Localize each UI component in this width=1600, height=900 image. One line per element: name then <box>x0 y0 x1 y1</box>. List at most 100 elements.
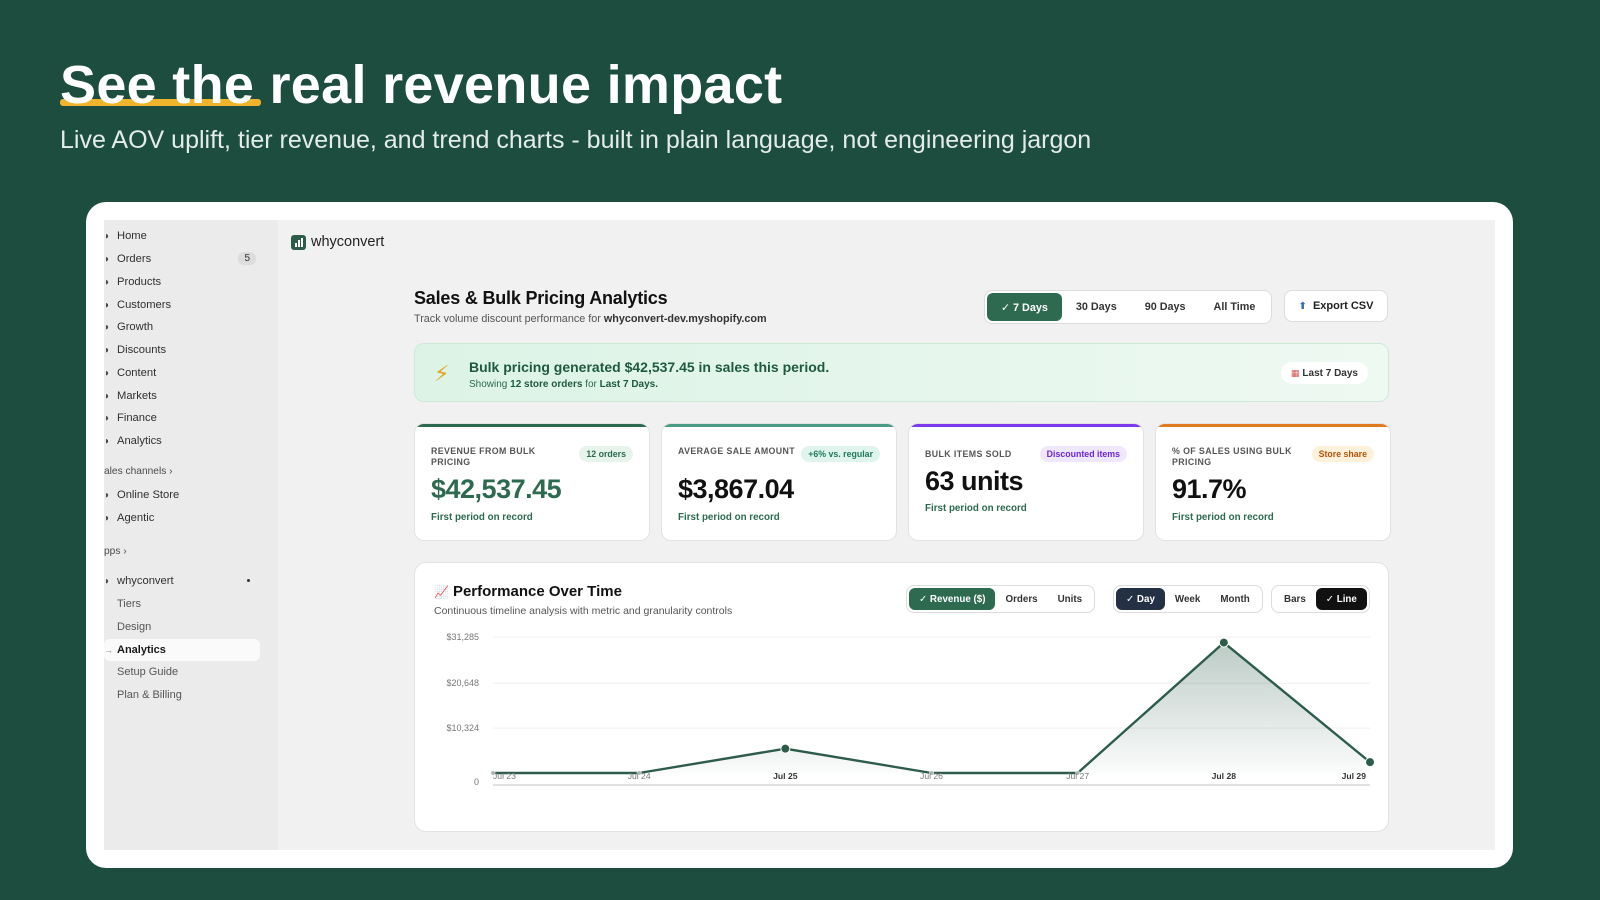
y-tick-label: $10,324 <box>446 723 479 733</box>
home-icon: ◗ <box>104 230 111 242</box>
calendar-icon: ▦ <box>1290 367 1300 378</box>
kpi-accent-bar <box>1156 424 1390 427</box>
x-tick-label: Jul 26 <box>920 771 943 781</box>
agent-icon: ◗ <box>104 512 111 524</box>
range-90-days[interactable]: 90 Days <box>1144 301 1186 313</box>
x-tick-label: Jul 28 <box>1212 771 1237 781</box>
export-icon: ⬆ <box>1298 300 1307 312</box>
app-pin-dot <box>247 579 250 582</box>
kpi-accent-bar <box>662 424 896 427</box>
metric-revenue[interactable]: ✓ Revenue ($) <box>909 588 996 610</box>
sidebar-subitem-plan-billing[interactable]: Plan & Billing <box>117 684 260 706</box>
sidebar-item-analytics[interactable]: ◗ Analytics <box>104 430 260 452</box>
range-all-time[interactable]: All Time <box>1213 301 1256 313</box>
sidebar-item-products[interactable]: ◗ Products <box>104 271 260 293</box>
export-csv-button[interactable]: ⬆ Export CSV <box>1284 290 1388 322</box>
brand-name: whyconvert <box>311 234 385 250</box>
y-tick-label: 0 <box>474 777 479 787</box>
y-tick-label: $20,648 <box>446 678 479 688</box>
sidebar-subitem-design[interactable]: Design <box>117 616 260 638</box>
chart-type-bars[interactable]: Bars <box>1284 593 1306 605</box>
kpi-card-revenue: REVENUE FROM BULK PRICING 12 orders $42,… <box>414 423 650 541</box>
kpi-note: First period on record <box>1172 512 1274 523</box>
data-point <box>1365 757 1375 768</box>
sidebar-item-label: Markets <box>117 390 157 402</box>
data-point <box>636 770 642 776</box>
app-screenshot: ◗ Home ◗ Orders 5 ◗ Products ◗ Customers ◗ Gro… <box>104 220 1495 850</box>
x-tick-label: Jul 23 <box>493 771 516 781</box>
kpi-value: $3,867.04 <box>678 474 794 504</box>
x-tick-label: Jul 25 <box>773 771 798 781</box>
sidebar-item-label: Discounts <box>117 344 167 356</box>
metric-units[interactable]: Units <box>1057 593 1083 605</box>
trend-chart-icon: 📈 <box>434 585 449 599</box>
store-domain: whyconvert-dev.myshopify.com <box>603 313 767 325</box>
granularity-month[interactable]: Month <box>1220 593 1250 605</box>
sidebar-item-orders[interactable]: ◗ Orders 5 <box>104 248 260 270</box>
export-csv-label: Export CSV <box>1312 300 1374 312</box>
performance-panel: 📈 Performance Over Time Continuous timeli… <box>414 562 1389 832</box>
granularity-week[interactable]: Week <box>1174 593 1201 605</box>
page-title: Sales & Bulk Pricing Analytics <box>414 288 668 308</box>
page-subtitle: Track volume discount performance for wh… <box>414 313 767 325</box>
sidebar-subitem-analytics[interactable]: → Analytics <box>104 639 260 661</box>
sidebar-item-label: whyconvert <box>117 575 174 587</box>
kpi-card-average-sale: AVERAGE SALE AMOUNT +6% vs. regular $3,8… <box>661 423 897 541</box>
sidebar-item-finance[interactable]: ◗ Finance <box>104 407 260 429</box>
arrow-right-icon: → <box>104 645 113 655</box>
chevron-right-icon: › <box>123 546 127 557</box>
store-icon: ◗ <box>104 489 111 501</box>
chevron-right-icon: › <box>169 466 173 477</box>
kpi-accent-bar <box>909 424 1143 427</box>
chart-type-line[interactable]: ✓ Line <box>1315 588 1367 610</box>
sidebar-item-online-store[interactable]: ◗ Online Store <box>104 484 260 506</box>
x-tick-label: Jul 29 <box>1342 771 1367 781</box>
data-point <box>1075 770 1081 776</box>
sidebar-subitem-label: Design <box>117 621 152 633</box>
sales-channels-header[interactable]: ales channels › <box>104 466 173 477</box>
sidebar-item-whyconvert[interactable]: ◗ whyconvert <box>104 570 260 592</box>
performance-title: 📈 Performance Over Time <box>434 583 622 600</box>
kpi-badge: Discounted items <box>1039 446 1127 462</box>
kpi-accent-bar <box>415 424 649 427</box>
bar-chart-logo-icon <box>291 234 306 250</box>
sidebar-subitem-tiers[interactable]: Tiers <box>117 593 260 615</box>
date-range-filter: ✓ 7 Days 30 Days 90 Days All Time <box>984 290 1273 324</box>
kpi-label: BULK ITEMS SOLD <box>925 449 1012 459</box>
kpi-label: % OF SALES USING BULK PRICING <box>1172 446 1292 467</box>
range-30-days[interactable]: 30 Days <box>1075 301 1117 313</box>
kpi-card-bulk-items: BULK ITEMS SOLD Discounted items 63 unit… <box>908 423 1144 541</box>
sidebar-item-customers[interactable]: ◗ Customers <box>104 294 260 316</box>
kpi-card-sales-share: % OF SALES USING BULK PRICING Store shar… <box>1155 423 1391 541</box>
metric-orders[interactable]: Orders <box>1005 593 1038 605</box>
sidebar-item-label: Products <box>117 276 162 288</box>
chart-type-toggle: Bars ✓ Line <box>1271 585 1370 613</box>
granularity-day[interactable]: ✓ Day <box>1116 588 1165 610</box>
kpi-value: $42,537.45 <box>431 474 562 504</box>
sidebar-item-growth[interactable]: ◗ Growth <box>104 316 260 338</box>
hero-subtitle: Live AOV uplift, tier revenue, and trend… <box>60 126 1092 154</box>
performance-title-text: Performance Over Time <box>452 583 622 600</box>
hero-title-underline <box>60 99 261 106</box>
growth-icon: ◗ <box>104 321 111 333</box>
content-icon: ◗ <box>104 367 111 379</box>
sidebar-item-label: Customers <box>117 299 172 311</box>
sidebar-subitem-setup-guide[interactable]: Setup Guide <box>117 661 260 683</box>
chart-bar-icon: ◗ <box>104 435 111 447</box>
y-tick-label: $31,285 <box>446 632 479 642</box>
kpi-note: First period on record <box>678 512 780 523</box>
sidebar-item-markets[interactable]: ◗ Markets <box>104 385 260 407</box>
sidebar-item-discounts[interactable]: ◗ Discounts <box>104 339 260 361</box>
bulk-pricing-summary-banner: ⚡ Bulk pricing generated $42,537.45 in s… <box>414 343 1389 402</box>
data-point <box>490 770 496 776</box>
sidebar-item-content[interactable]: ◗ Content <box>104 362 260 384</box>
page-subtitle-prefix: Track volume discount performance for <box>414 313 604 325</box>
apps-header[interactable]: pps › <box>104 546 127 557</box>
range-7-days[interactable]: ✓ 7 Days <box>987 293 1062 321</box>
banner-order-count: 12 store orders <box>510 379 583 390</box>
kpi-label: AVERAGE SALE AMOUNT <box>678 446 796 456</box>
lightning-icon: ⚡ <box>434 361 450 386</box>
metric-toggle: ✓ Revenue ($) Orders Units <box>906 585 1096 613</box>
sidebar-item-home[interactable]: ◗ Home <box>104 225 260 247</box>
sidebar-item-agentic[interactable]: ◗ Agentic <box>104 507 260 529</box>
